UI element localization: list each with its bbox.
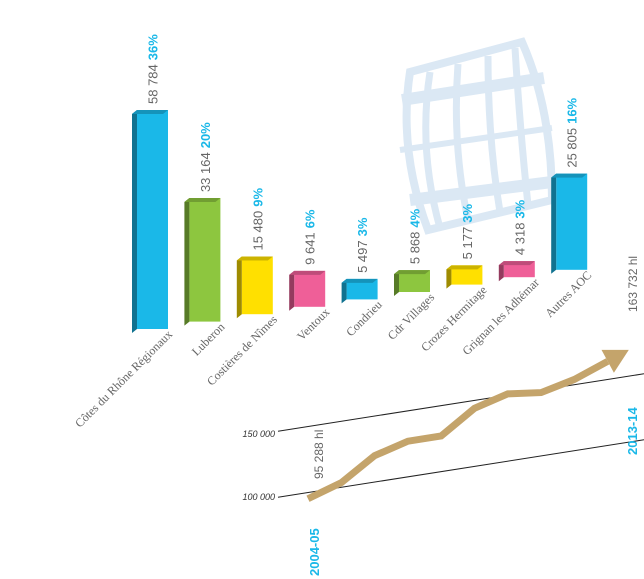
category-label: Ventoux xyxy=(294,305,332,343)
bar xyxy=(394,270,430,296)
bar-value: 15 480 xyxy=(250,211,265,251)
bar xyxy=(289,270,326,311)
bar-side xyxy=(132,110,137,333)
bar-top xyxy=(341,278,378,283)
bar-top xyxy=(184,198,221,203)
bar-value-label: 9 641 6% xyxy=(303,209,318,265)
category-label: Autres AOC xyxy=(542,268,594,320)
bar xyxy=(341,278,378,304)
barrel-hoop xyxy=(401,72,545,106)
bar-value: 5 177 xyxy=(460,227,475,260)
bar-value: 58 784 xyxy=(146,64,161,104)
barrel-hoop xyxy=(409,176,553,206)
bar-series xyxy=(132,110,588,333)
bar-top xyxy=(446,265,483,270)
bar-value: 33 164 xyxy=(198,152,213,192)
category-label: Grignan les Adhémar xyxy=(459,275,541,357)
bar-top xyxy=(551,173,588,178)
trend-end-label: 163 732 hl xyxy=(626,256,640,312)
category-label: Côtes du Rhône Régionaux xyxy=(72,327,175,430)
bar-top xyxy=(132,110,168,114)
ytick-label: 150 000 xyxy=(242,429,275,439)
barrel-icon xyxy=(399,37,557,235)
bar-front xyxy=(346,278,378,300)
bar-front xyxy=(294,270,326,307)
bar-value: 9 641 xyxy=(303,232,318,265)
bar xyxy=(236,256,273,319)
bar-value-label: 33 164 20% xyxy=(198,122,213,192)
bar-top xyxy=(236,256,273,261)
bar-front xyxy=(189,198,221,322)
bar-top xyxy=(394,270,430,275)
trend-chart: 150 000 100 000 95 288 hl 163 732 hl 2004-05… xyxy=(242,256,644,576)
season-end-label: 2013-14 xyxy=(625,407,640,455)
bar-front xyxy=(503,261,535,278)
bar-side xyxy=(289,270,295,311)
bar-side xyxy=(394,270,399,296)
bar-front xyxy=(137,110,168,329)
gridline-150000 xyxy=(277,373,644,432)
bar-side xyxy=(446,265,452,289)
bar xyxy=(132,110,168,333)
trend-arrow-head xyxy=(601,349,629,373)
bar-value-label: 5 177 3% xyxy=(460,204,475,260)
bar-value-label: 4 318 3% xyxy=(512,199,527,255)
bar-value: 4 318 xyxy=(512,223,527,256)
bar xyxy=(184,198,221,326)
bar-value-label: 5 868 4% xyxy=(408,208,423,264)
bar-front xyxy=(556,173,588,270)
bar-percent: 3% xyxy=(512,199,527,218)
bar-front xyxy=(451,265,483,285)
bar-top xyxy=(498,261,535,266)
bar-percent: 6% xyxy=(303,209,318,228)
barrel-hoop xyxy=(399,125,553,153)
bar-value: 5 868 xyxy=(408,232,423,265)
bar-percent: 16% xyxy=(565,97,580,123)
bar-front xyxy=(399,270,430,292)
bar-side xyxy=(341,278,347,304)
bar-percent: 36% xyxy=(146,34,161,60)
bar-percent: 3% xyxy=(355,217,370,236)
category-label: Luberon xyxy=(189,320,228,359)
bar-side xyxy=(498,261,504,282)
bar-value: 5 497 xyxy=(355,240,370,273)
bar-side xyxy=(551,173,557,274)
bar-percent: 9% xyxy=(250,188,265,207)
trend-line xyxy=(306,358,610,502)
category-label: Condrieu xyxy=(343,298,384,339)
bar xyxy=(551,173,588,274)
bar-front xyxy=(241,256,273,315)
bar xyxy=(498,261,535,282)
bar-side xyxy=(236,256,242,319)
bar-labels: 58 784 36% 33 164 20% 15 480 9% 9 641 6% 5 497 3%… xyxy=(146,34,580,273)
trend-start-label: 95 288 hl xyxy=(312,430,326,479)
bar-percent: 20% xyxy=(198,122,213,148)
bar-percent: 4% xyxy=(408,208,423,227)
ytick-label: 100 000 xyxy=(242,492,275,502)
season-start-label: 2004-05 xyxy=(307,528,322,576)
bar-value-label: 15 480 9% xyxy=(250,188,265,251)
bar-top xyxy=(289,270,326,275)
bar-value-label: 25 805 16% xyxy=(565,97,580,167)
bar-side xyxy=(184,198,190,326)
bar xyxy=(446,265,483,289)
bar-value-label: 58 784 36% xyxy=(146,34,161,104)
bar-percent: 3% xyxy=(460,204,475,223)
bar-value: 25 805 xyxy=(565,128,580,168)
bar-value-label: 5 497 3% xyxy=(355,217,370,273)
